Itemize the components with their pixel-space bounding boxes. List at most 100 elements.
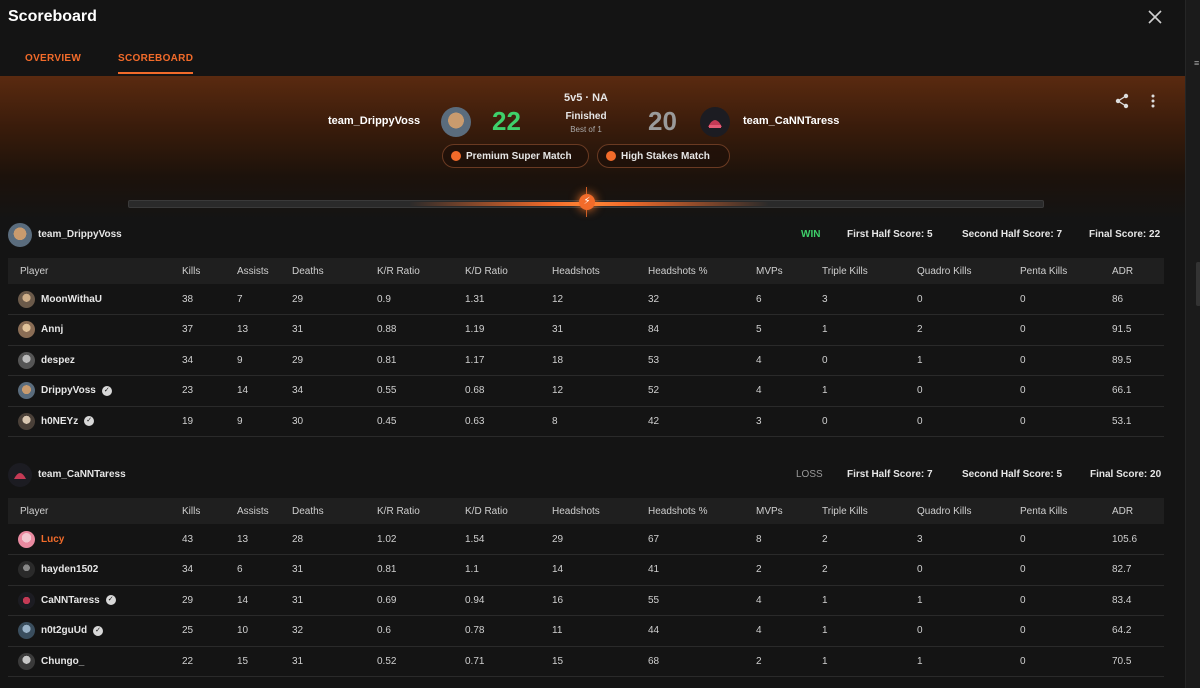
player-info: CaNNTaress ✓	[18, 591, 170, 609]
stat-cell: 11	[552, 625, 563, 637]
column-header[interactable]: Penta Kills	[1020, 265, 1068, 277]
share-icon[interactable]	[1114, 93, 1130, 109]
player-name[interactable]: Chungo_	[41, 655, 85, 667]
player-info: hayden1502	[18, 561, 170, 579]
match-progress-bar: ⚡	[128, 187, 1044, 217]
column-header[interactable]: Headshots %	[648, 265, 708, 277]
column-header[interactable]: Headshots	[552, 265, 600, 277]
target-icon	[606, 151, 616, 161]
team-avatar[interactable]	[8, 463, 32, 487]
more-vertical-icon[interactable]	[1146, 93, 1160, 109]
column-header[interactable]: Triple Kills	[822, 505, 868, 517]
stat-cell: 14	[552, 564, 564, 576]
player-cell[interactable]: Chungo_	[8, 646, 170, 677]
table-row[interactable]: Annj 37 13 31 0.88 1.19 31 84 5 1 2 0 91.5	[8, 315, 1164, 346]
column-header[interactable]: Penta Kills	[1020, 505, 1068, 517]
column-header[interactable]: Headshots %	[648, 505, 708, 517]
team-right-avatar[interactable]	[700, 107, 730, 137]
column-header[interactable]: Assists	[237, 505, 269, 517]
column-header[interactable]: MVPs	[756, 265, 783, 277]
stat-cell: 41	[648, 564, 660, 576]
table-row[interactable]: h0NEYz ✓ 19 9 30 0.45 0.63 8 42 3 0 0 0 53.1	[8, 406, 1164, 437]
player-avatar[interactable]	[18, 530, 35, 548]
player-avatar[interactable]	[18, 652, 35, 670]
column-header[interactable]: Deaths	[292, 265, 324, 277]
table-row[interactable]: n0t2guUd ✓ 25 10 32 0.6 0.78 11 44 4 1 0 0 64.2	[8, 616, 1164, 647]
player-avatar[interactable]	[18, 382, 35, 400]
player-name[interactable]: n0t2guUd	[41, 625, 88, 637]
column-header[interactable]: Player	[20, 265, 49, 277]
player-name[interactable]: hayden1502	[41, 564, 99, 576]
player-name[interactable]: CaNNTaress	[41, 594, 100, 606]
player-avatar[interactable]	[18, 591, 35, 609]
column-header[interactable]: Player	[20, 505, 49, 517]
stat-cell: 34	[292, 385, 304, 397]
column-header[interactable]: Headshots	[552, 505, 600, 517]
table-row[interactable]: MoonWithaU 38 7 29 0.9 1.31 12 32 6 3 0 0 86	[8, 284, 1164, 315]
player-name[interactable]: despez	[41, 354, 75, 366]
table-row[interactable]: DrippyVoss ✓ 23 14 34 0.55 0.68 12 52 4 1 0 0 66.1	[8, 376, 1164, 407]
column-header[interactable]: MVPs	[756, 505, 783, 517]
player-info: Annj	[18, 321, 170, 339]
player-cell[interactable]: despez	[8, 345, 170, 376]
column-header[interactable]: K/D Ratio	[465, 265, 508, 277]
column-header[interactable]: K/R Ratio	[377, 265, 420, 277]
column-header[interactable]: Assists	[237, 265, 269, 277]
stat-cell: 32	[292, 625, 304, 637]
player-avatar[interactable]	[18, 622, 35, 640]
table-row[interactable]: Chungo_ 22 15 31 0.52 0.71 15 68 2 1 1 0 70.5	[8, 646, 1164, 677]
table-row[interactable]: hayden1502 34 6 31 0.81 1.1 14 41 2 2 0 0 82.7	[8, 555, 1164, 586]
player-cell[interactable]: h0NEYz ✓	[8, 406, 170, 437]
column-header[interactable]: Quadro Kills	[917, 265, 972, 277]
team-left-avatar[interactable]	[441, 107, 471, 137]
edge-scrollbar[interactable]	[1196, 262, 1200, 306]
stat-cell: 19	[182, 415, 194, 427]
column-header[interactable]: K/D Ratio	[465, 505, 508, 517]
player-avatar[interactable]	[18, 412, 35, 430]
tab-scoreboard[interactable]: SCOREBOARD	[118, 53, 194, 74]
stat-cell: 70.5	[1112, 655, 1132, 667]
team-right-name[interactable]: team_CaNNTaress	[743, 115, 840, 127]
stat-cell: 38	[182, 293, 194, 305]
team-name[interactable]: team_DrippyVoss	[38, 229, 122, 240]
column-header[interactable]: Deaths	[292, 505, 324, 517]
stat-cell: 0.94	[465, 594, 485, 606]
player-cell[interactable]: Annj	[8, 315, 170, 346]
player-avatar[interactable]	[18, 351, 35, 369]
column-header[interactable]: Triple Kills	[822, 265, 868, 277]
team-name[interactable]: team_CaNNTaress	[38, 469, 126, 480]
player-avatar[interactable]	[18, 561, 35, 579]
player-cell[interactable]: hayden1502	[8, 555, 170, 586]
stat-cell: 91.5	[1112, 324, 1132, 336]
player-name[interactable]: Annj	[41, 324, 64, 336]
stat-cell: 1.19	[465, 324, 485, 336]
player-name[interactable]: DrippyVoss	[41, 385, 96, 397]
table-row[interactable]: Lucy 43 13 28 1.02 1.54 29 67 8 2 3 0 105.6	[8, 524, 1164, 555]
player-name[interactable]: MoonWithaU	[41, 293, 103, 305]
player-cell[interactable]: CaNNTaress ✓	[8, 585, 170, 616]
player-avatar[interactable]	[18, 290, 35, 308]
column-header[interactable]: Kills	[182, 505, 201, 517]
team-left-name[interactable]: team_DrippyVoss	[328, 115, 421, 127]
team-section-drippyvoss: team_DrippyVoss WIN First Half Score: 5 …	[0, 220, 1185, 437]
stat-cell: 64.2	[1112, 625, 1132, 637]
player-cell[interactable]: n0t2guUd ✓	[8, 616, 170, 647]
player-name[interactable]: Lucy	[41, 533, 65, 545]
player-name[interactable]: h0NEYz	[41, 415, 79, 427]
player-cell[interactable]: DrippyVoss ✓	[8, 376, 170, 407]
tab-overview[interactable]: OVERVIEW	[25, 53, 82, 64]
close-icon[interactable]	[1146, 8, 1164, 26]
column-header[interactable]: Kills	[182, 265, 201, 277]
column-header[interactable]: ADR	[1112, 505, 1134, 517]
player-cell[interactable]: MoonWithaU	[8, 284, 170, 315]
column-header[interactable]: Quadro Kills	[917, 505, 972, 517]
table-row[interactable]: despez 34 9 29 0.81 1.17 18 53 4 0 1 0 89.5	[8, 345, 1164, 376]
stat-cell: 0.52	[377, 655, 397, 667]
team-avatar[interactable]	[8, 223, 32, 247]
stat-cell: 2	[822, 564, 828, 576]
table-row[interactable]: CaNNTaress ✓ 29 14 31 0.69 0.94 16 55 4 1 1 0 83.4	[8, 585, 1164, 616]
column-header[interactable]: ADR	[1112, 265, 1134, 277]
player-cell[interactable]: Lucy	[8, 524, 170, 555]
column-header[interactable]: K/R Ratio	[377, 505, 420, 517]
player-avatar[interactable]	[18, 321, 35, 339]
